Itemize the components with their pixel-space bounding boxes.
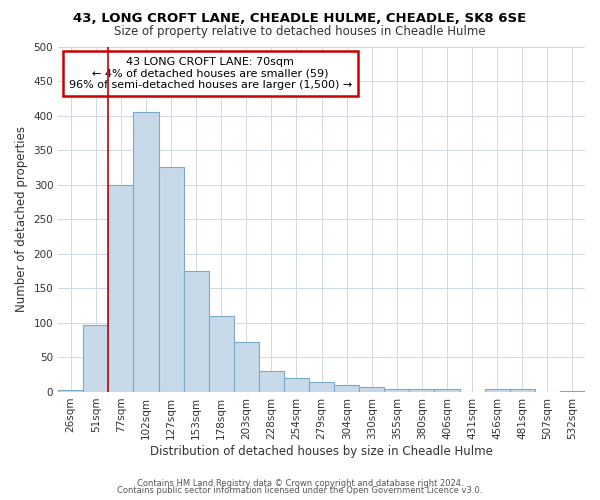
- Bar: [284, 378, 309, 392]
- Bar: [58, 390, 83, 392]
- Text: 43 LONG CROFT LANE: 70sqm
← 4% of detached houses are smaller (59)
96% of semi-d: 43 LONG CROFT LANE: 70sqm ← 4% of detach…: [69, 57, 352, 90]
- X-axis label: Distribution of detached houses by size in Cheadle Hulme: Distribution of detached houses by size …: [150, 444, 493, 458]
- Bar: [109, 184, 133, 392]
- Text: Contains public sector information licensed under the Open Government Licence v3: Contains public sector information licen…: [118, 486, 482, 495]
- Bar: [158, 168, 184, 392]
- Bar: [385, 389, 409, 392]
- Bar: [334, 385, 359, 392]
- Text: Size of property relative to detached houses in Cheadle Hulme: Size of property relative to detached ho…: [114, 25, 486, 38]
- Bar: [485, 389, 510, 392]
- Bar: [409, 389, 434, 392]
- Bar: [209, 316, 234, 392]
- Y-axis label: Number of detached properties: Number of detached properties: [15, 126, 28, 312]
- Bar: [133, 112, 158, 392]
- Bar: [234, 342, 259, 392]
- Bar: [560, 390, 585, 392]
- Bar: [83, 325, 109, 392]
- Bar: [259, 371, 284, 392]
- Bar: [510, 389, 535, 392]
- Bar: [434, 389, 460, 392]
- Bar: [184, 271, 209, 392]
- Text: 43, LONG CROFT LANE, CHEADLE HULME, CHEADLE, SK8 6SE: 43, LONG CROFT LANE, CHEADLE HULME, CHEA…: [73, 12, 527, 26]
- Text: Contains HM Land Registry data © Crown copyright and database right 2024.: Contains HM Land Registry data © Crown c…: [137, 478, 463, 488]
- Bar: [309, 382, 334, 392]
- Bar: [359, 387, 385, 392]
